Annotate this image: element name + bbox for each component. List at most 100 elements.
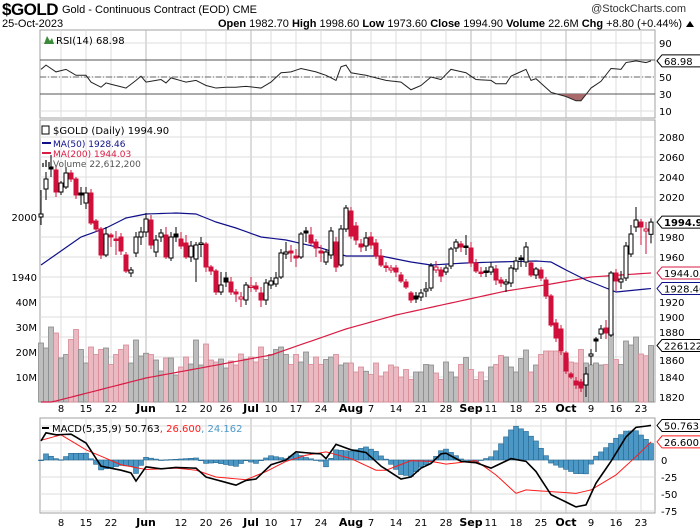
volume-bar <box>203 343 209 403</box>
volume-bar <box>588 364 594 403</box>
volume-bar <box>323 359 329 403</box>
candle <box>548 294 554 327</box>
candle <box>143 213 149 237</box>
candle <box>268 277 274 289</box>
high-label: High <box>291 18 317 30</box>
close-price-tag-text: 1994.90 <box>664 218 700 229</box>
x-axis-label: 9 <box>588 518 594 529</box>
candle <box>123 252 129 273</box>
x-axis-label: 18 <box>510 518 523 529</box>
x-axis-label: 20 <box>200 518 213 529</box>
volume-bar <box>318 364 324 403</box>
price-axis-label: 1920 <box>659 298 684 309</box>
volume-legend: Volume 22,612,200 <box>53 160 141 170</box>
candle-body <box>223 277 229 283</box>
histogram-bar <box>393 459 399 470</box>
macd-axis-label: 0 <box>661 456 667 467</box>
candle-body <box>633 219 639 228</box>
candle-body <box>203 243 209 268</box>
rsi-axis-label: 50 <box>659 73 672 84</box>
candle-legend-icon <box>41 125 50 135</box>
candle <box>438 267 444 282</box>
candle <box>593 337 599 352</box>
macd-histogram <box>38 425 654 477</box>
histogram-bar <box>238 459 244 464</box>
candle-body <box>253 285 259 290</box>
price-axis-label: 2080 <box>659 133 684 144</box>
macd-axis-label: -25 <box>661 473 677 484</box>
histogram-bar <box>38 459 44 461</box>
candle-body <box>503 281 509 285</box>
volume-bar <box>333 354 339 403</box>
volume-value-tag-box <box>656 339 700 352</box>
volume-bar <box>123 344 129 403</box>
x-axis-label: Oct <box>555 402 576 415</box>
candle <box>628 225 634 257</box>
candle <box>423 282 429 297</box>
candle <box>508 265 514 287</box>
candle-body <box>493 268 499 281</box>
price-axis-label: 2000 <box>12 213 37 224</box>
brand-logo[interactable]: @StockCharts.com <box>591 3 686 15</box>
histogram-bar <box>168 459 174 461</box>
candle-body <box>78 192 84 196</box>
candle-body <box>408 292 414 301</box>
ma200-value-tag-text: 1944.03 <box>664 269 700 280</box>
histogram-bar <box>378 455 384 461</box>
histogram-bar <box>558 459 564 468</box>
rsi-axis-label: 10 <box>659 107 672 118</box>
candle-body <box>533 268 539 276</box>
candle <box>478 267 484 277</box>
candle <box>383 262 389 272</box>
candle-body <box>498 279 504 284</box>
x-axis-label: 14 <box>390 518 403 529</box>
price-axis-label: 1880 <box>659 328 684 339</box>
histogram-bar <box>53 458 59 461</box>
candle-body <box>198 242 204 245</box>
candle-body <box>358 243 364 248</box>
macd-legend-part: MACD(5,35,9) 50.763 <box>52 424 160 435</box>
histogram-bar <box>188 457 194 461</box>
ma50-line <box>40 212 652 293</box>
x-axis-label: 22 <box>105 518 118 529</box>
histogram-bar <box>408 459 414 477</box>
candle <box>528 261 534 277</box>
price-axis-label: 1860 <box>659 356 684 367</box>
histogram-bar <box>648 443 654 461</box>
candle-body <box>103 233 109 256</box>
close-label: Close <box>430 18 461 30</box>
volume-bar <box>643 355 649 403</box>
candle-body <box>363 237 369 247</box>
rsi-mountain-icon <box>44 36 54 44</box>
candle-body <box>398 274 404 282</box>
candle <box>238 292 244 307</box>
histogram-bar <box>68 453 74 461</box>
candle <box>498 277 504 287</box>
volume-bar <box>43 347 49 403</box>
x-axis-label: Sep <box>459 402 482 415</box>
histogram-bar <box>478 459 484 461</box>
price-axis-label: 1980 <box>659 233 684 244</box>
x-axis-label: 25 <box>535 518 548 529</box>
x-axis-label: Aug <box>339 402 363 415</box>
candle <box>463 235 469 255</box>
candle-body <box>118 236 124 252</box>
histogram-bar <box>148 457 154 461</box>
histogram-bar <box>483 458 489 461</box>
candle-body <box>563 352 569 372</box>
candle <box>433 261 439 273</box>
volume-bar <box>248 356 254 403</box>
histogram-bar <box>73 452 79 461</box>
ma50-value-tag-text: 1928.46 <box>664 285 700 296</box>
candle-body <box>343 207 349 230</box>
volume-bar <box>528 371 534 403</box>
candle-body <box>598 328 604 335</box>
histogram-bar <box>138 459 144 466</box>
candle-body <box>383 265 389 268</box>
candle-body <box>208 266 214 272</box>
candle-body <box>593 338 599 342</box>
histogram-bar <box>373 451 379 461</box>
histogram-bar <box>503 436 509 461</box>
volume-bar <box>383 371 389 403</box>
